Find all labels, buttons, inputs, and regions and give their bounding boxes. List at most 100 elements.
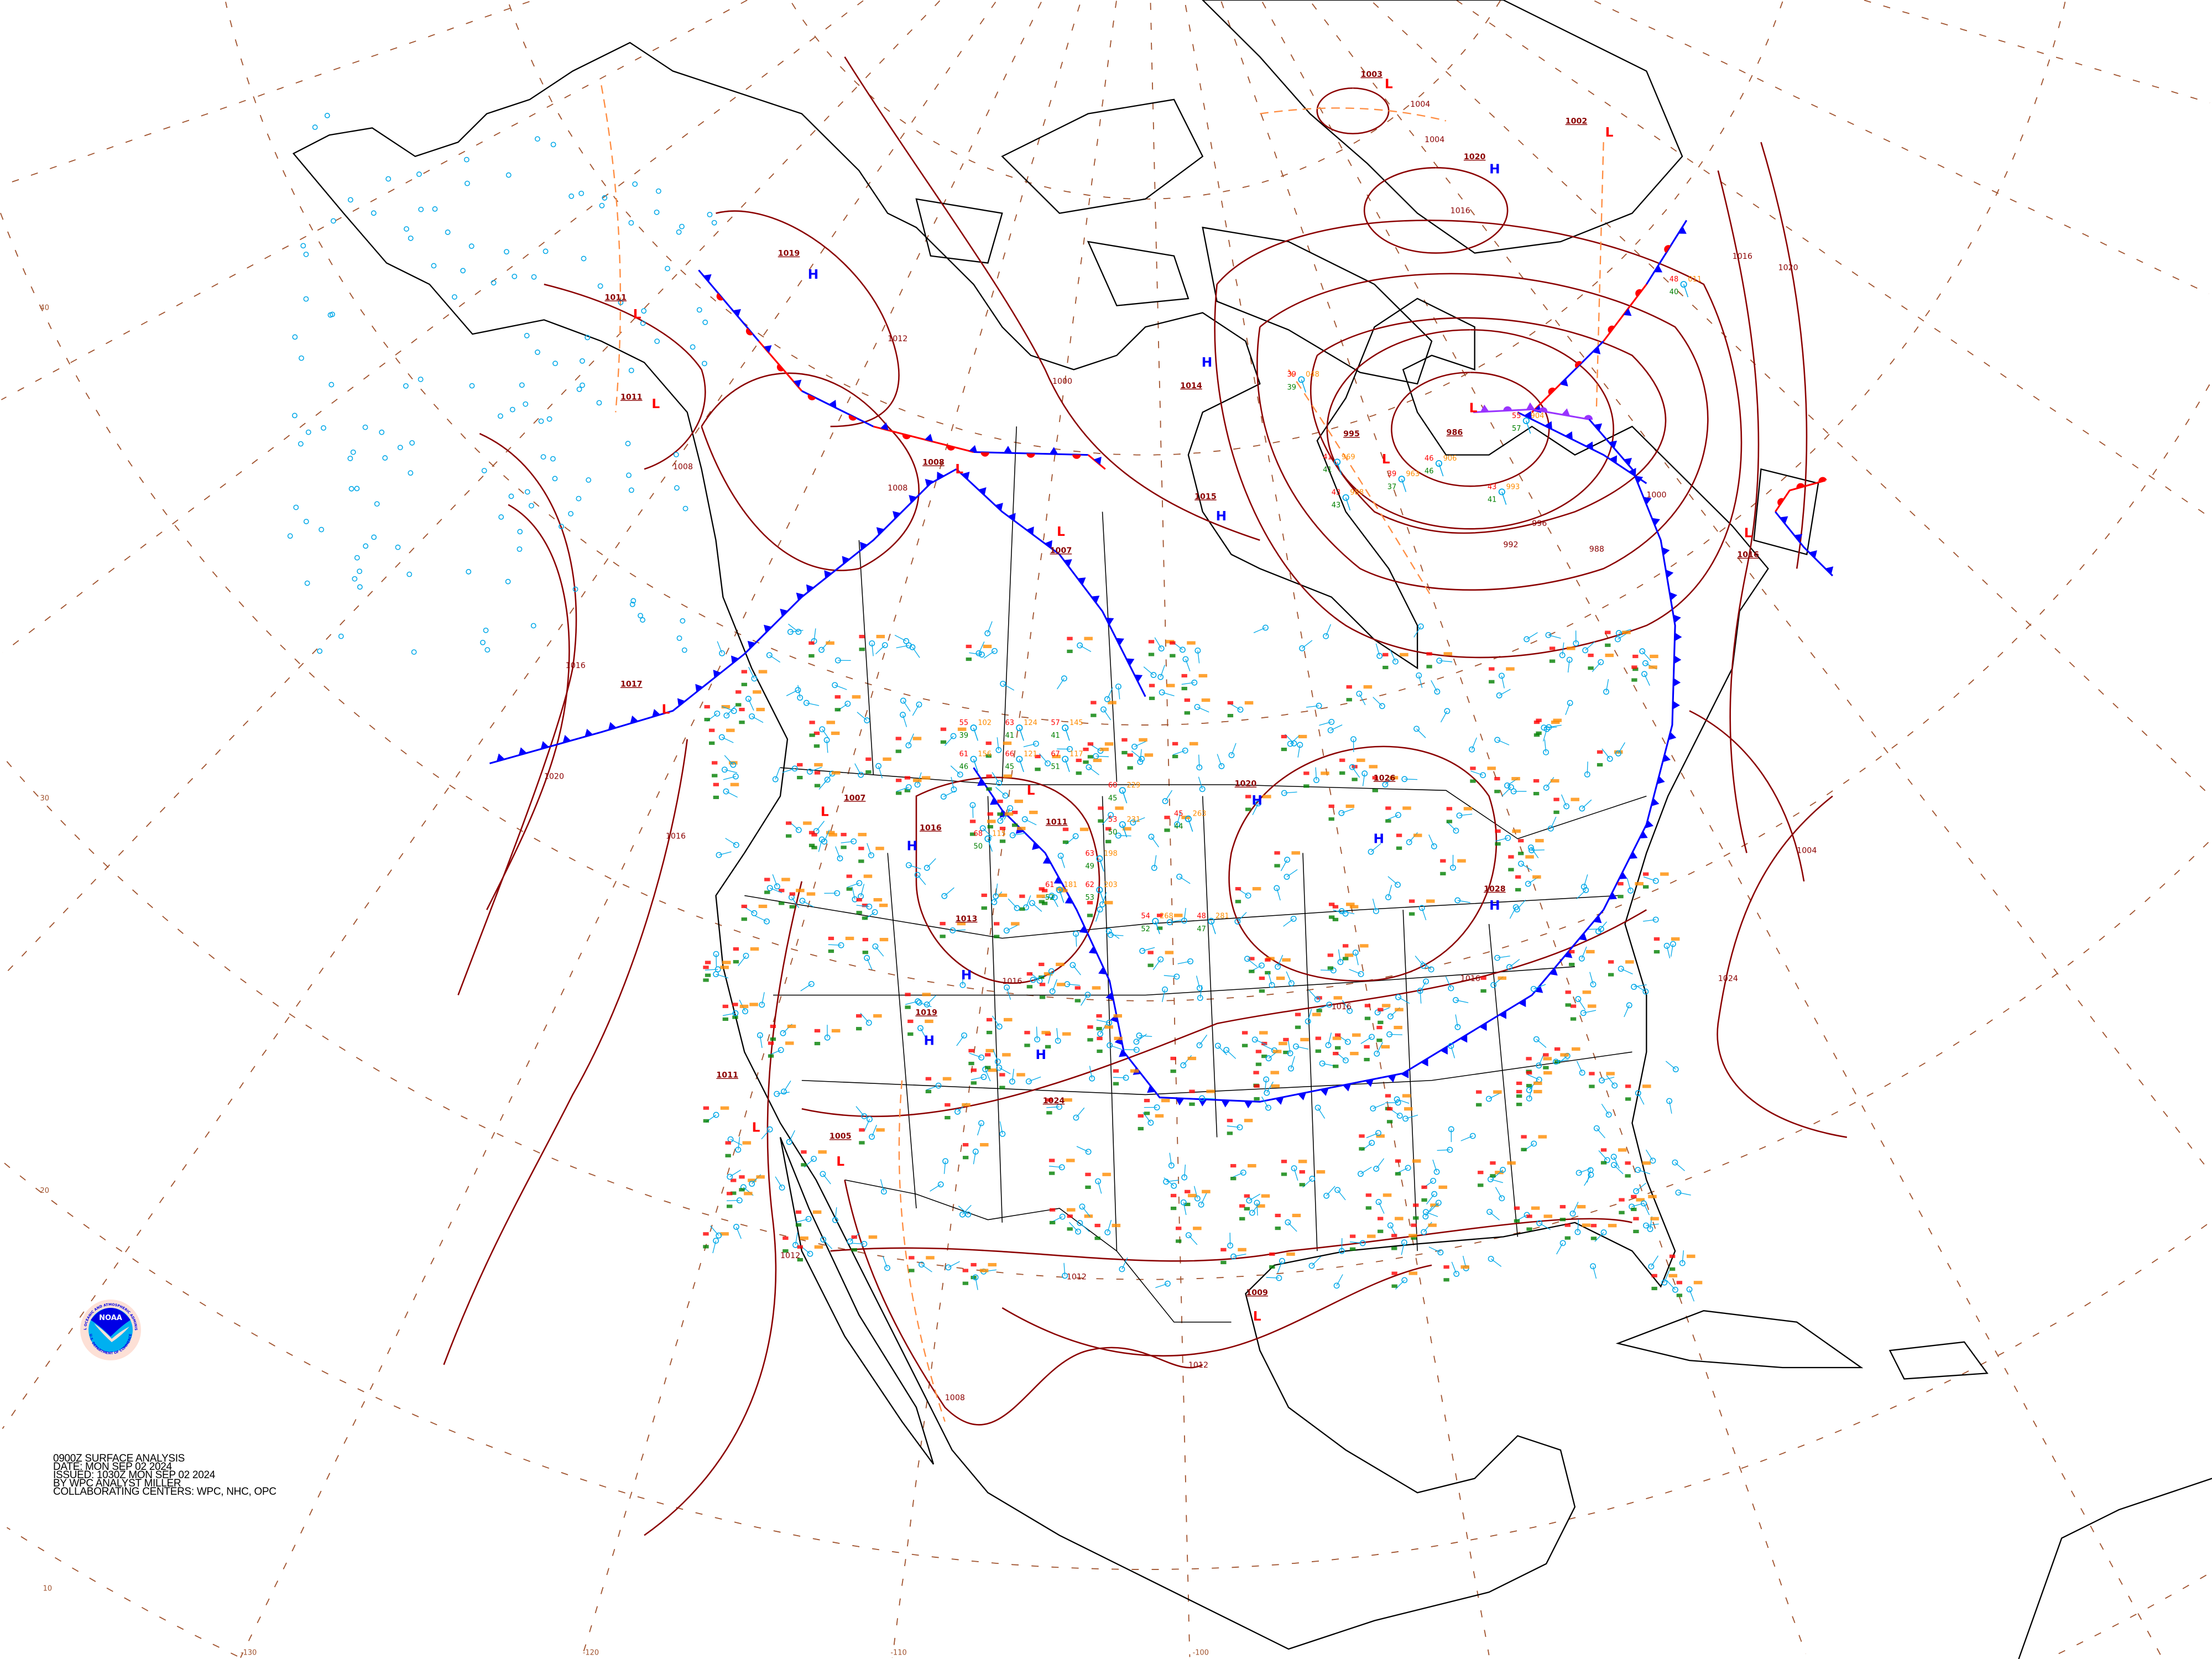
station-marker — [1275, 963, 1281, 970]
dewpoint-mark — [739, 721, 745, 724]
isobar-label: 1000 — [1646, 491, 1666, 500]
temperature-mark — [856, 1014, 862, 1018]
pressure-mark — [1092, 986, 1101, 990]
high-symbol: H — [808, 267, 818, 282]
wind-barb-icon — [800, 983, 812, 992]
station-temperature: 61 — [1045, 881, 1054, 889]
pressure-mark — [1130, 1069, 1139, 1073]
temperature-mark — [1643, 872, 1649, 876]
cold-front-triangle — [824, 570, 832, 578]
station-marker — [681, 647, 687, 653]
dewpoint-mark — [722, 1017, 729, 1021]
temperature-mark — [1333, 1052, 1339, 1056]
wind-barb-icon — [813, 628, 816, 641]
station-marker — [1543, 784, 1550, 791]
station-marker — [524, 489, 530, 495]
pressure-mark — [1252, 887, 1261, 891]
cold-front-triangle — [1619, 872, 1627, 879]
wind-barb-icon — [1387, 885, 1392, 898]
dewpoint-mark — [846, 887, 852, 891]
pressure-mark — [1360, 944, 1369, 948]
station-marker — [1086, 764, 1092, 770]
station-marker — [820, 1171, 826, 1177]
temperature-mark — [1494, 777, 1500, 781]
station-marker — [676, 229, 682, 235]
pressure-mark — [1525, 855, 1534, 859]
station-marker — [1048, 893, 1055, 899]
cold-front-triangle — [1365, 1079, 1374, 1087]
wind-barb-icon — [1170, 919, 1183, 923]
pressure-mark — [1115, 806, 1124, 810]
wind-barb-icon — [729, 1170, 741, 1177]
pressure-mark — [721, 705, 731, 709]
wind-barb-icon — [896, 786, 909, 792]
temperature-mark — [1281, 1160, 1287, 1164]
isobar — [844, 56, 1260, 541]
wind-barb-icon — [977, 1123, 982, 1136]
pressure-mark — [831, 1029, 841, 1033]
cold-front-triangle — [1673, 614, 1681, 623]
cold-front-triangle — [1629, 851, 1638, 859]
wind-barb-icon — [1644, 674, 1650, 686]
station-marker — [766, 1126, 773, 1133]
temperature-mark — [703, 966, 709, 969]
wind-barb-icon — [943, 790, 956, 797]
temperature-mark — [727, 1192, 733, 1196]
station-marker — [1029, 900, 1035, 906]
station-circle — [1096, 886, 1103, 894]
station-marker — [1374, 1009, 1381, 1016]
station-marker — [1641, 671, 1647, 677]
station-marker — [975, 650, 982, 656]
wind-barb-icon — [769, 1050, 781, 1056]
cold-front-triangle — [793, 379, 802, 388]
temperature-mark — [764, 878, 770, 881]
station-marker — [791, 765, 798, 772]
cold-front-triangle — [1654, 265, 1663, 273]
cold-front-triangle — [842, 556, 850, 565]
station-marker — [585, 335, 591, 341]
central-pressure: 1020 — [1235, 780, 1257, 789]
temperature-mark — [1413, 1203, 1419, 1207]
wind-barb-icon — [1122, 824, 1128, 838]
pressure-mark — [1056, 983, 1066, 987]
pressure-mark — [1003, 774, 1012, 778]
wind-barb-icon — [1036, 1026, 1038, 1040]
longitude-line — [582, 4, 1081, 1656]
temperature-mark — [856, 898, 862, 902]
wind-barb-icon — [1307, 1009, 1312, 1022]
station-marker — [625, 441, 631, 446]
temperature-mark — [1334, 1033, 1341, 1037]
station-marker — [1437, 1249, 1444, 1256]
cold-front — [1517, 411, 1647, 484]
wind-barb-icon — [718, 851, 732, 855]
station-marker — [1279, 1258, 1285, 1264]
temperature-mark — [1359, 1134, 1365, 1138]
wind-barb-icon — [738, 1136, 740, 1150]
dewpoint-mark — [1176, 1239, 1182, 1243]
station-marker — [1196, 985, 1203, 992]
wind-barb-icon — [1308, 989, 1318, 1000]
temperature-mark — [1632, 654, 1639, 659]
high-symbol: H — [961, 968, 972, 983]
temperature-mark — [1105, 827, 1112, 831]
station-marker — [900, 697, 906, 704]
station-marker — [1417, 623, 1424, 630]
station-marker — [1373, 908, 1379, 915]
station-marker — [1057, 853, 1064, 859]
dewpoint-mark — [1261, 1055, 1267, 1058]
dewpoint-mark — [1676, 1293, 1683, 1297]
station-marker — [347, 456, 353, 461]
cold-front-triangle — [925, 434, 933, 442]
wind-barb-icon — [1100, 1022, 1108, 1034]
station-marker — [1003, 927, 1010, 934]
isobar-label: 1016 — [1460, 974, 1480, 983]
wind-barb-icon — [1328, 1032, 1332, 1046]
wind-barb-icon — [1375, 643, 1380, 656]
station-marker — [550, 456, 556, 462]
dewpoint-mark — [1533, 733, 1540, 737]
station-marker — [1652, 878, 1659, 884]
central-pressure: 1002 — [1566, 117, 1588, 126]
